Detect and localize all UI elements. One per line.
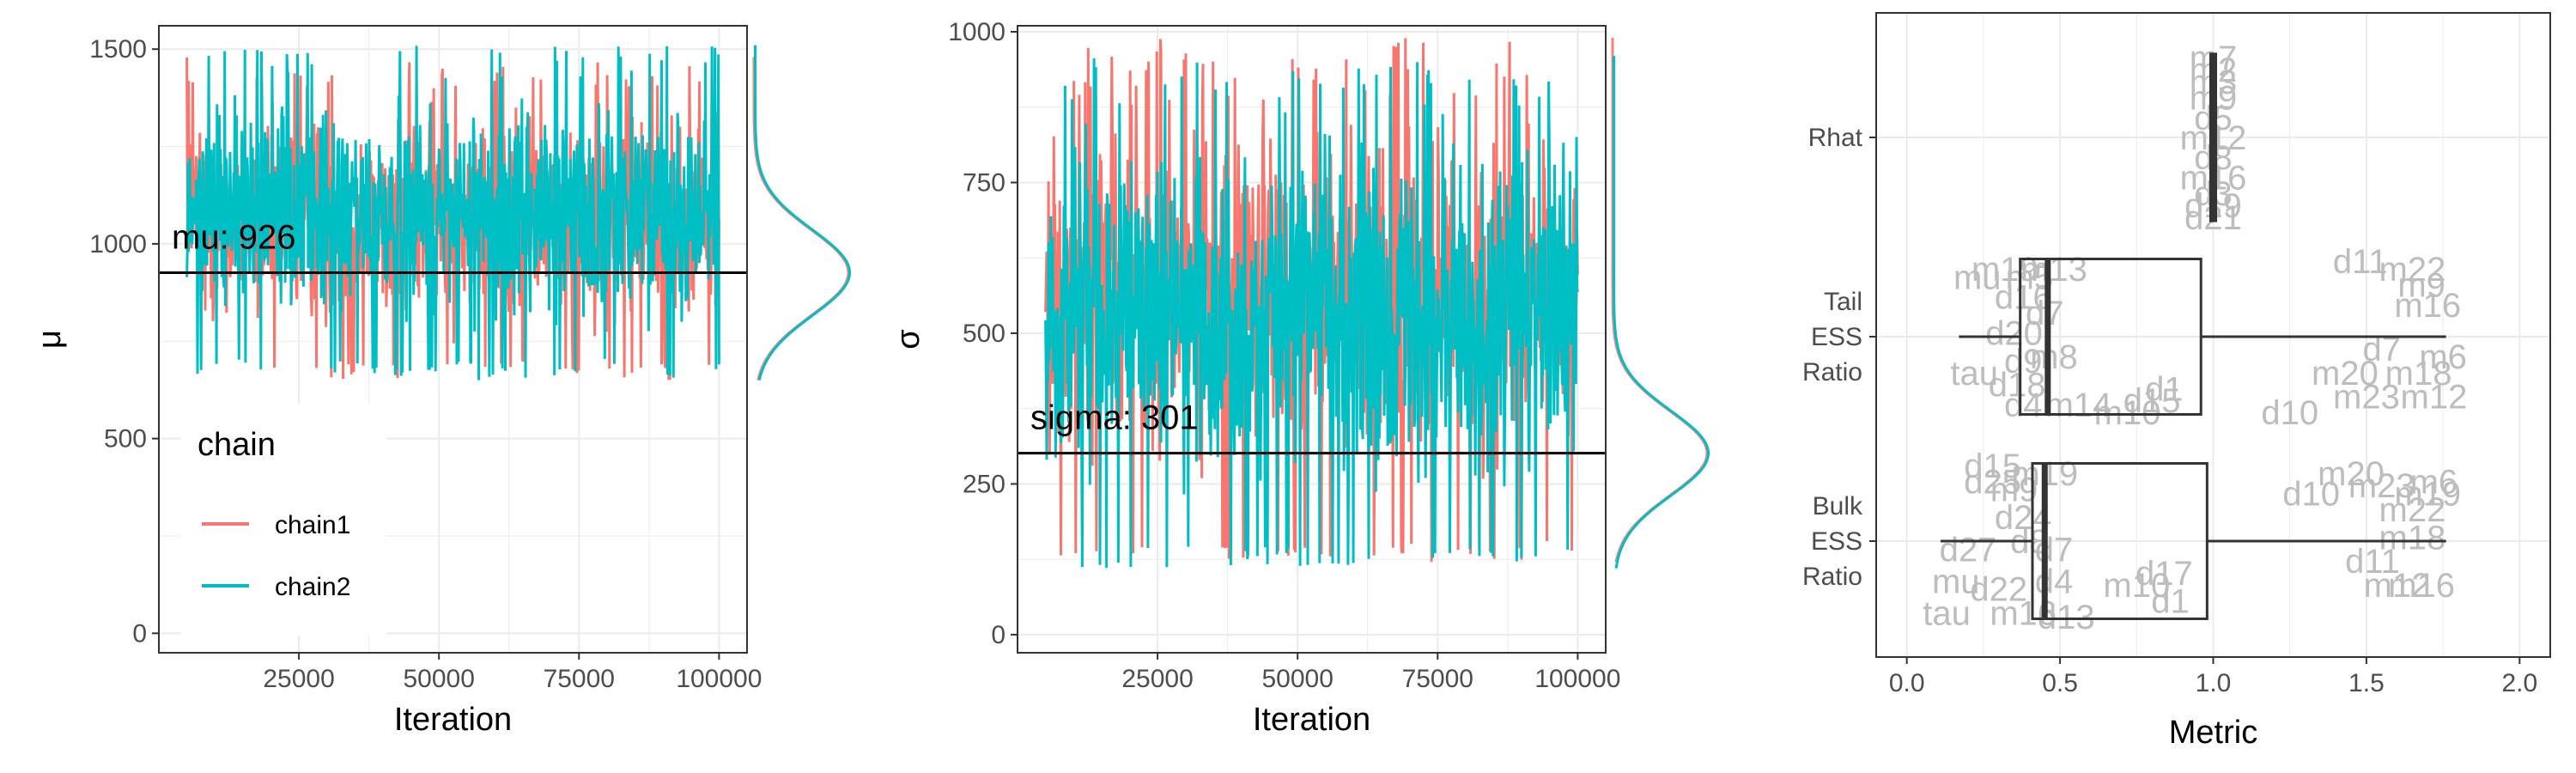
x-tick-label: 75000 <box>544 665 615 693</box>
mean-label: sigma: 301 <box>1030 399 1199 437</box>
point-label: mu <box>1932 563 1980 600</box>
y-category-label: ESS <box>1811 323 1862 351</box>
point-label: d11 <box>2333 243 2388 281</box>
x-axis-title: Iteration <box>1253 702 1370 738</box>
point-label: m14 <box>2045 386 2112 424</box>
point-label: m20 <box>2318 455 2385 493</box>
point-label: m18 <box>2379 519 2446 557</box>
legend-box <box>180 404 386 636</box>
box-iqr <box>2031 462 2208 620</box>
point-label: d1 <box>2151 583 2190 621</box>
x-axis-title: Metric <box>2169 715 2257 751</box>
point-label: m18 <box>2385 355 2452 393</box>
y-tick-label: 1000 <box>89 230 147 259</box>
y-category-label: Ratio <box>1802 563 1862 591</box>
mean-label: mu: 926 <box>172 218 296 256</box>
y-tick-label: 750 <box>963 169 1005 198</box>
density-curve-chain2 <box>1613 56 1710 569</box>
point-label: m12 <box>2401 379 2468 417</box>
point-label: d25 <box>1964 463 2021 501</box>
point-label: d22 <box>1970 571 2027 609</box>
point-label: d7 <box>2035 531 2074 569</box>
point-label: m8 <box>2030 338 2078 376</box>
point-label: d16 <box>1995 279 2052 317</box>
panel-border <box>158 25 748 654</box>
x-tick-label: 100000 <box>1534 665 1620 693</box>
point-label: tau <box>1950 355 1998 393</box>
x-tick-label: 25000 <box>263 665 334 693</box>
convergence-boxplot: m7m2m3m9d5m12d8m16d3d19d21mum19m13m5d16d… <box>1802 12 2551 751</box>
y-tick-label: 250 <box>963 470 1005 498</box>
x-tick-label: 0.5 <box>2042 669 2078 697</box>
point-label: d27 <box>1940 531 1997 569</box>
point-label: mu <box>1953 259 2002 296</box>
legend-label: chain2 <box>275 573 350 601</box>
x-tick-label: 100000 <box>676 665 762 693</box>
y-tick-label: 500 <box>963 320 1005 348</box>
point-label: d18 <box>1989 367 2046 405</box>
point-label: d9 <box>2004 343 2043 380</box>
point-label: m23 <box>2348 467 2415 505</box>
point-label: d7 <box>2026 295 2064 332</box>
point-label: m16 <box>2388 567 2455 605</box>
point-label: m16 <box>2394 287 2461 325</box>
point-label: m6 <box>2410 463 2458 501</box>
point-label: m23 <box>2333 379 2400 417</box>
point-label: m19 <box>2394 475 2461 513</box>
point-label: d17 <box>2136 555 2193 593</box>
trace-line-chain2 <box>185 46 720 380</box>
x-tick-label: 2.0 <box>2501 669 2537 697</box>
density-curve-chain1 <box>1611 38 1709 563</box>
x-tick-label: 25000 <box>1121 665 1193 693</box>
y-tick-label: 1500 <box>89 35 147 64</box>
point-label: m6 <box>2419 338 2467 376</box>
trace-plot-mu: mu: 926 25000 50000 75000 100000 0 500 1000 1500… <box>32 25 852 738</box>
point-label: tau <box>1923 595 1971 633</box>
point-label: m19 <box>1971 251 2038 289</box>
legend-label: chain1 <box>275 511 350 539</box>
point-label: d20 <box>1985 314 2043 352</box>
y-tick-label: 0 <box>132 619 147 648</box>
y-category-label: Ratio <box>1802 358 1862 386</box>
point-label: m22 <box>2379 491 2446 529</box>
y-tick-label: 0 <box>991 621 1005 649</box>
point-label: d4 <box>2004 386 2043 424</box>
point-label: d1 <box>2145 370 2184 408</box>
point-label: m9 <box>1990 472 2038 509</box>
x-tick-label: 75000 <box>1402 665 1473 693</box>
trace-plot-sigma: sigma: 301 25000 50000 75000 100000 0 250 500 75… <box>890 18 1710 738</box>
x-tick-label: 50000 <box>403 665 474 693</box>
x-tick-label: 0.0 <box>1889 669 1925 697</box>
point-label: m22 <box>2379 251 2446 289</box>
y-category-label: Bulk <box>1813 492 1863 520</box>
point-label: m20 <box>2312 355 2379 393</box>
y-axis-title: σ <box>890 329 927 349</box>
y-tick-label: 1000 <box>948 18 1005 46</box>
point-label: m12 <box>2364 567 2431 605</box>
trace-line-chain2 <box>1044 58 1579 569</box>
point-label: d10 <box>2261 394 2318 432</box>
x-axis-title: Iteration <box>394 702 512 738</box>
density-curve-chain1 <box>752 57 850 380</box>
y-axis-title: μ <box>32 330 68 349</box>
panel-border <box>1017 25 1607 654</box>
y-category-label: Rhat <box>1808 124 1863 152</box>
x-tick-label: 50000 <box>1261 665 1333 693</box>
density-curve-chain2 <box>754 45 852 380</box>
point-label: d10 <box>2282 475 2340 513</box>
y-category-label: Tail <box>1824 288 1862 316</box>
y-tick-label: 500 <box>104 425 147 453</box>
x-tick-label: 1.0 <box>2196 669 2232 697</box>
point-label: m10 <box>2103 567 2170 605</box>
point-label: m9 <box>2397 267 2445 305</box>
legend-title: chain <box>197 427 276 463</box>
x-tick-label: 1.5 <box>2348 669 2385 697</box>
point-label: m13 <box>2020 251 2087 289</box>
point-label: d15 <box>1964 447 2021 485</box>
box-iqr <box>2019 258 2202 416</box>
point-label: d11 <box>2345 543 2400 581</box>
point-label: d4 <box>2035 563 2074 600</box>
y-category-label: ESS <box>1811 527 1862 556</box>
